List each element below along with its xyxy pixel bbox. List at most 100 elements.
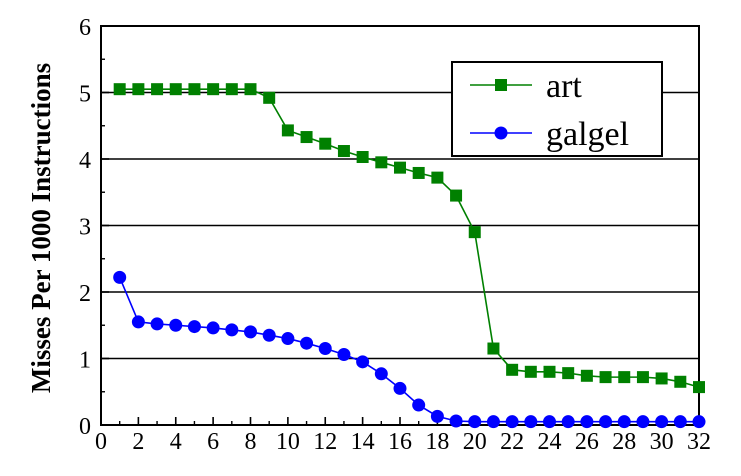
data-point-art: [412, 166, 425, 179]
legend-box: [451, 61, 663, 157]
data-point-art: [207, 83, 220, 96]
data-point-galgel: [393, 381, 407, 395]
x-tick-label: 12: [313, 429, 337, 455]
data-point-galgel: [113, 270, 127, 284]
x-tick-label: 22: [500, 429, 524, 455]
data-point-art: [169, 83, 182, 96]
data-point-art: [244, 83, 257, 96]
data-point-galgel: [617, 415, 631, 429]
data-point-art: [319, 137, 332, 150]
x-tick-label: 28: [612, 429, 636, 455]
data-point-art: [151, 83, 164, 96]
data-point-art: [562, 367, 575, 380]
data-point-galgel: [300, 336, 314, 350]
axes: [100, 25, 700, 426]
x-tick-label: 18: [425, 429, 449, 455]
data-point-art: [113, 83, 126, 96]
data-point-art: [375, 156, 388, 169]
data-point-art: [356, 151, 369, 164]
x-tick-label: 32: [687, 429, 711, 455]
data-point-galgel: [187, 320, 201, 334]
data-point-art: [599, 371, 612, 384]
data-point-galgel: [244, 325, 257, 339]
data-point-art: [506, 363, 519, 376]
data-point-art: [543, 365, 556, 378]
data-point-art: [450, 189, 463, 202]
legend: art galgel: [451, 61, 663, 157]
y-tick-label: 2: [79, 281, 91, 307]
data-point-galgel: [281, 332, 295, 346]
legend-item-galgel: galgel: [470, 116, 629, 153]
x-tick-label: 4: [170, 429, 182, 455]
y-tick-label: 5: [79, 82, 91, 108]
data-point-galgel: [692, 415, 706, 429]
x-tick-label: 0: [95, 429, 107, 455]
data-point-galgel: [150, 317, 164, 331]
y-axis-title: Misses Per 1000 Instructions: [26, 63, 56, 393]
x-tick-label: 2: [132, 429, 144, 455]
data-point-galgel: [673, 415, 687, 429]
legend-galgel-marker: [494, 126, 508, 140]
series-galgel: [113, 270, 706, 429]
series-layer: [113, 83, 706, 429]
x-tick-label: 20: [463, 429, 487, 455]
data-point-art: [693, 381, 705, 394]
y-tick-label: 3: [79, 215, 91, 241]
y-tick-label: 1: [79, 348, 91, 374]
x-tick-label: 30: [650, 429, 674, 455]
x-tick-label: 8: [245, 429, 257, 455]
data-point-galgel: [543, 415, 556, 429]
grid-lines: [101, 91, 699, 360]
data-point-galgel: [636, 415, 650, 429]
data-point-galgel: [262, 328, 276, 342]
data-point-art: [674, 375, 687, 388]
legend-item-art: art: [470, 68, 582, 105]
data-point-galgel: [561, 415, 575, 429]
data-point-galgel: [468, 415, 482, 429]
y-tick-label: 6: [79, 15, 91, 41]
legend-art-label: art: [546, 68, 582, 105]
data-point-galgel: [524, 415, 538, 429]
data-point-art: [281, 124, 294, 137]
x-tick-label: 10: [276, 429, 300, 455]
y-tick-label: 4: [79, 148, 91, 174]
x-tick-label: 14: [351, 429, 375, 455]
data-point-galgel: [169, 318, 183, 332]
data-point-galgel: [580, 415, 594, 429]
data-point-art: [655, 372, 668, 385]
y-tick-label: 0: [79, 414, 91, 440]
data-point-art: [225, 83, 238, 96]
series-art: [113, 83, 705, 394]
data-point-art: [337, 145, 350, 158]
data-point-galgel: [449, 414, 463, 428]
x-tick-label: 26: [575, 429, 599, 455]
data-point-art: [300, 131, 313, 144]
data-point-art: [580, 369, 593, 382]
data-point-galgel: [412, 398, 426, 412]
data-point-galgel: [505, 415, 519, 429]
data-point-art: [263, 91, 276, 104]
data-point-galgel: [655, 415, 669, 429]
data-point-galgel: [599, 415, 613, 429]
x-tick-label: 6: [207, 429, 219, 455]
series-line-galgel: [118, 277, 699, 423]
x-tick-label: 16: [388, 429, 412, 455]
data-point-art: [524, 365, 537, 378]
data-point-galgel: [430, 409, 444, 423]
data-point-galgel: [206, 321, 220, 335]
data-point-galgel: [356, 355, 370, 369]
data-point-art: [132, 83, 145, 96]
legend-galgel-label: galgel: [546, 116, 629, 153]
data-point-galgel: [131, 315, 145, 329]
data-point-galgel: [318, 342, 332, 356]
data-point-art: [636, 371, 649, 384]
data-point-art: [618, 371, 631, 384]
data-point-art: [394, 161, 406, 174]
data-point-galgel: [486, 415, 500, 429]
data-point-galgel: [337, 348, 351, 362]
data-point-art: [468, 226, 481, 239]
data-point-art: [431, 171, 444, 184]
x-tick-label: 24: [538, 429, 562, 455]
